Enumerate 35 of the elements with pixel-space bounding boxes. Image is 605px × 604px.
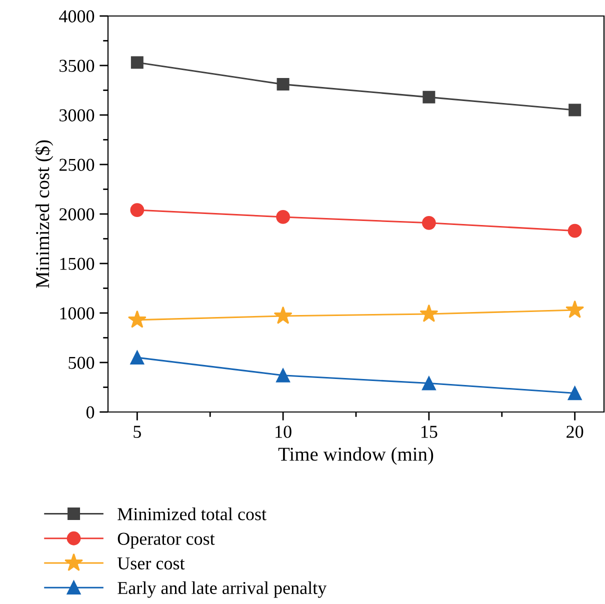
y-tick-label: 1000 <box>60 307 94 320</box>
point <box>274 306 292 324</box>
x-tick-label: 15 <box>422 426 438 438</box>
legend-label: Early and late arrival penalty <box>118 581 327 598</box>
x-tick-label: 5 <box>134 426 141 438</box>
point <box>276 210 290 224</box>
point <box>422 90 436 104</box>
y-tick-label: 3000 <box>60 109 94 122</box>
y-tick-label: 500 <box>68 356 94 369</box>
point <box>422 376 436 390</box>
y-axis-title: Minimized cost ($) <box>34 140 54 288</box>
point <box>568 104 582 116</box>
x-tick-label: 10 <box>276 426 292 438</box>
point <box>566 300 584 318</box>
point <box>130 56 144 69</box>
point <box>568 386 582 400</box>
point <box>276 78 290 91</box>
y-tick-label: 2000 <box>59 208 94 220</box>
y-tick-label: 4000 <box>59 10 94 22</box>
x-tick-label: 20 <box>566 426 584 438</box>
point <box>130 350 144 364</box>
point <box>420 304 438 322</box>
x-axis-title: Time window (min) <box>278 447 434 465</box>
point <box>276 368 290 382</box>
point <box>128 310 146 328</box>
point <box>422 216 436 230</box>
legend-label: Operator cost <box>118 532 215 549</box>
point <box>568 224 582 238</box>
point <box>130 203 144 217</box>
y-tick-label: 2500 <box>59 158 94 171</box>
y-tick-label: 1500 <box>60 258 94 270</box>
legend-label: User cost <box>117 557 185 570</box>
y-tick-label: 3500 <box>60 60 94 72</box>
y-tick-label: 0 <box>86 406 94 418</box>
legend-label: Minimized total cost <box>118 508 266 520</box>
